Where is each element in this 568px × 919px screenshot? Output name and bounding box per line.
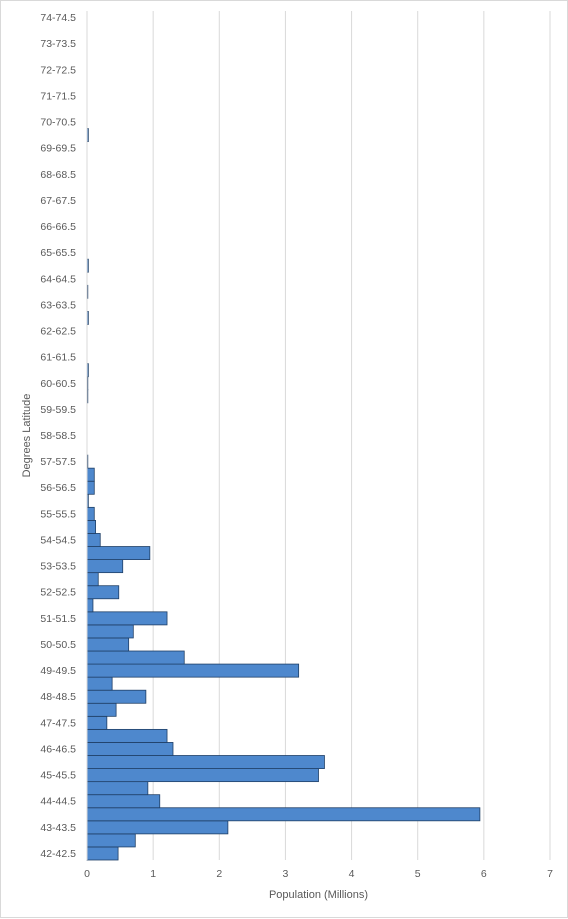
- y-tick-label: 42-42.5: [40, 848, 76, 860]
- bar-53-53.5: [86, 559, 124, 574]
- y-tick-label: 50-50.5: [40, 639, 76, 651]
- bar-42.5-43: [86, 833, 136, 848]
- y-tick-label: 66-66.5: [40, 221, 76, 233]
- y-tick-label: 61-61.5: [40, 352, 76, 364]
- x-tick-label: 2: [216, 868, 222, 880]
- bar-52-52.5: [86, 585, 120, 600]
- bars: [86, 128, 481, 861]
- y-tick-label: 69-69.5: [40, 143, 76, 155]
- bar-51.5-52: [86, 598, 94, 613]
- y-tick-label: 58-58.5: [40, 430, 76, 442]
- y-tick-label: 44-44.5: [40, 796, 76, 808]
- gridlines: [152, 11, 551, 860]
- y-tick-label: 47-47.5: [40, 717, 76, 729]
- bar-45-45.5: [86, 768, 319, 783]
- y-tick-label: 73-73.5: [40, 38, 76, 50]
- y-axis-title: Degrees Latitude: [21, 394, 33, 478]
- bar-45.5-46: [86, 755, 325, 769]
- bar-56-56.5: [86, 480, 95, 495]
- bar-43.5-44: [86, 807, 481, 822]
- x-axis-title: Population (Millions): [269, 889, 368, 901]
- y-tick-label: 46-46.5: [40, 743, 76, 755]
- y-tick-label: 62-62.5: [40, 326, 76, 338]
- y-tick-label: 54-54.5: [40, 534, 76, 546]
- y-tick-labels: 42-42.5 43-43.5 44-44.5 45-45.5 46-46.5 47-47…: [40, 12, 76, 860]
- bar-49.5-50: [86, 650, 185, 665]
- y-tick-label: 59-59.5: [40, 404, 76, 416]
- y-tick-label: 74-74.5: [40, 12, 76, 24]
- y-tick-label: 70-70.5: [40, 117, 76, 129]
- bar-48.5-49: [86, 676, 113, 691]
- y-tick-label: 52-52.5: [40, 587, 76, 599]
- y-tick-label: 43-43.5: [40, 822, 76, 834]
- y-tick-label: 53-53.5: [40, 561, 76, 573]
- y-tick-label: 45-45.5: [40, 770, 76, 782]
- x-tick-label: 7: [547, 868, 553, 880]
- x-tick-label: 3: [283, 868, 289, 880]
- bar-44-44.5: [86, 794, 161, 809]
- y-tick-label: 51-51.5: [40, 613, 76, 625]
- y-tick-label: 48-48.5: [40, 691, 76, 703]
- bar-55-55.5: [86, 506, 95, 521]
- x-tick-label: 0: [84, 868, 90, 880]
- bar-50-50.5: [86, 637, 130, 652]
- bar-49-49.5: [86, 663, 300, 678]
- bar-50.5-51: [86, 624, 134, 639]
- bar-51-51.5: [86, 611, 168, 626]
- y-tick-label: 56-56.5: [40, 482, 76, 494]
- x-tick-label: 1: [150, 868, 156, 880]
- bar-56.5-57: [86, 467, 95, 482]
- x-tick-label: 4: [349, 868, 355, 880]
- bar-46.5-47: [86, 728, 168, 743]
- x-tick-labels: 0 1 2 3 4 5 6 7: [84, 868, 553, 880]
- x-tick-label: 5: [415, 868, 421, 880]
- y-tick-label: 60-60.5: [40, 378, 76, 390]
- bar-53.5-54: [86, 546, 151, 560]
- y-tick-label: 68-68.5: [40, 169, 76, 181]
- bar-47.5-48: [86, 702, 117, 717]
- y-tick-label: 71-71.5: [40, 90, 76, 102]
- bar-46-46.5: [86, 742, 174, 756]
- bar-54.5-55: [86, 520, 96, 534]
- y-tick-label: 49-49.5: [40, 665, 76, 677]
- bar-43-43.5: [86, 820, 229, 835]
- bar-52.5-53: [86, 572, 99, 587]
- y-tick-label: 64-64.5: [40, 273, 76, 285]
- y-tick-label: 67-67.5: [40, 195, 76, 207]
- y-tick-label: 63-63.5: [40, 299, 76, 311]
- bar-47-47.5: [86, 715, 108, 730]
- bar-42-42.5: [86, 846, 119, 861]
- x-tick-label: 6: [481, 868, 487, 880]
- bar-54-54.5: [86, 533, 101, 547]
- y-tick-label: 65-65.5: [40, 247, 76, 259]
- bar-44.5-45: [86, 781, 149, 796]
- y-tick-label: 72-72.5: [40, 64, 76, 76]
- bar-48-48.5: [86, 689, 147, 704]
- y-tick-label: 55-55.5: [40, 508, 76, 520]
- y-tick-label: 57-57.5: [40, 456, 76, 468]
